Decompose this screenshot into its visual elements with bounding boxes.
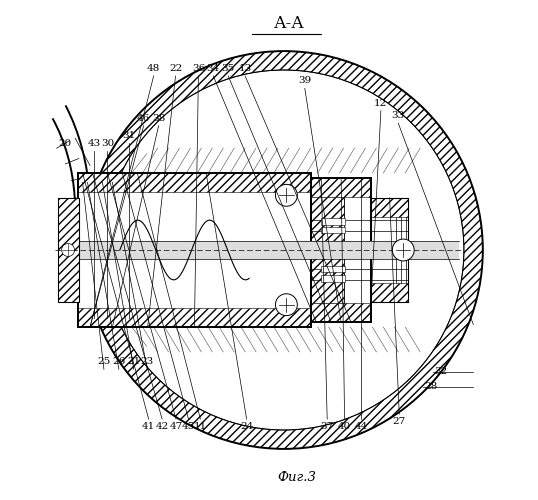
Text: 32: 32 [434, 368, 447, 376]
Text: 23: 23 [140, 358, 154, 366]
Text: 35: 35 [222, 64, 235, 73]
Text: 43: 43 [87, 138, 101, 147]
Text: 27: 27 [393, 417, 406, 426]
Text: 28: 28 [424, 382, 437, 391]
Bar [371, 198, 408, 302]
Text: 26: 26 [112, 358, 125, 366]
Text: 24: 24 [240, 422, 253, 431]
Text: 22: 22 [169, 64, 182, 73]
Circle shape [275, 294, 298, 316]
Text: 31: 31 [122, 131, 136, 140]
Text: 38: 38 [152, 114, 165, 122]
Text: 42: 42 [155, 422, 169, 431]
Circle shape [275, 184, 298, 206]
Bar [58, 198, 79, 302]
Bar [371, 198, 408, 302]
Circle shape [392, 239, 414, 261]
Bar [77, 173, 312, 192]
Text: 25: 25 [97, 358, 110, 366]
Bar [321, 226, 345, 232]
Text: А-А: А-А [273, 16, 305, 32]
Bar [312, 178, 371, 322]
Text: 30: 30 [101, 138, 114, 147]
Text: 33: 33 [392, 112, 405, 120]
Circle shape [85, 51, 483, 449]
Text: 21: 21 [127, 358, 140, 366]
Bar [312, 303, 371, 322]
Text: 44: 44 [355, 422, 367, 431]
Bar [371, 198, 408, 216]
Text: 40: 40 [338, 422, 351, 431]
Bar [321, 218, 345, 225]
Text: 12: 12 [374, 99, 387, 108]
Text: 41: 41 [142, 422, 155, 431]
Text: 48: 48 [147, 64, 160, 73]
Bar [321, 266, 345, 272]
Text: 45: 45 [182, 422, 195, 431]
Text: 11: 11 [194, 422, 207, 431]
Bar [371, 284, 408, 302]
Bar [312, 178, 371, 197]
Text: 37: 37 [321, 422, 334, 431]
Text: 47: 47 [169, 422, 182, 431]
Bar [77, 173, 312, 327]
Text: 39: 39 [298, 76, 312, 86]
Text: 46: 46 [137, 114, 150, 122]
Bar [77, 173, 312, 327]
Text: Фиг.3: Фиг.3 [277, 471, 316, 484]
Circle shape [62, 244, 75, 256]
Text: 13: 13 [238, 64, 252, 73]
Bar [312, 178, 371, 322]
Text: 20: 20 [59, 138, 72, 147]
Text: 34: 34 [207, 64, 220, 73]
Wedge shape [85, 51, 483, 449]
Bar [312, 197, 344, 303]
Bar [79, 241, 459, 259]
Bar [77, 308, 312, 327]
Bar [321, 275, 345, 282]
Bar [58, 198, 79, 302]
Text: 36: 36 [192, 64, 205, 73]
Bar [58, 198, 79, 302]
